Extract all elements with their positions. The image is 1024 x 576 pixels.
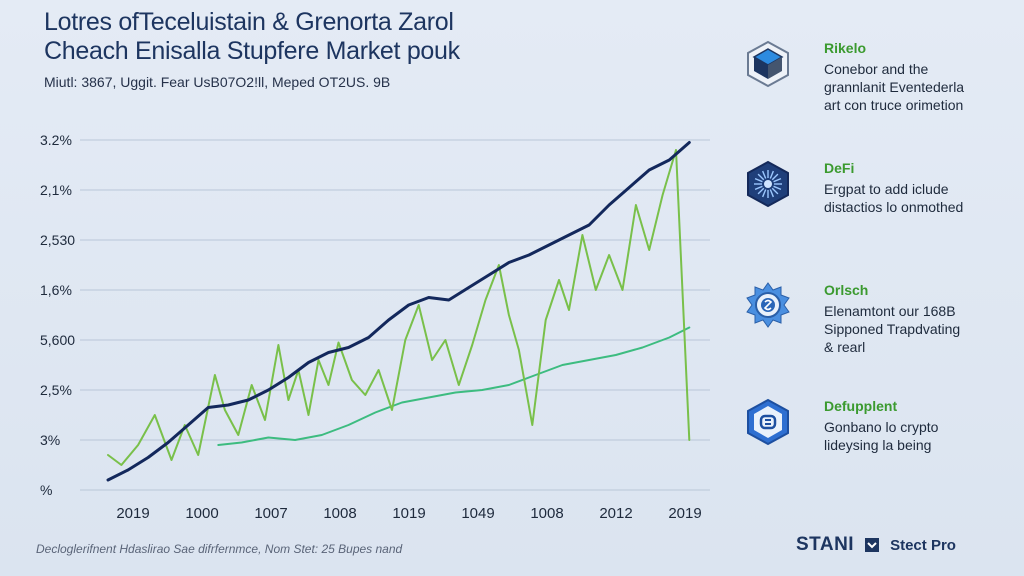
y-tick-label: 5,600 [40, 332, 75, 348]
y-tick-label: 3.2% [40, 132, 72, 148]
y-tick-label: % [40, 482, 52, 498]
chevron-down-icon [865, 538, 880, 552]
x-tick-label: 1008 [530, 505, 563, 522]
brand-pro-label: Stect Pro [890, 536, 956, 554]
legend-title: Defupplent [824, 398, 898, 414]
x-tick-label: 1007 [254, 505, 287, 522]
x-tick-label: 1000 [185, 505, 218, 522]
gear-circle-icon [746, 282, 790, 328]
x-tick-label: 2019 [668, 505, 701, 522]
brand-block: STANI Stect Pro [796, 534, 956, 556]
x-tick-label: 1049 [461, 505, 494, 522]
legend-item-defi: DeFi Ergpat to add iclude distactios lo … [744, 160, 1014, 240]
chart-title-line-1: Lotres ofTeceluistain & Grenorta Zarol [44, 8, 454, 36]
legend-item-defupplent: Defupplent Gonbano lo crypto lideysing l… [744, 398, 1014, 478]
legend-description: Ergpat to add iclude distactios lo onmot… [824, 181, 964, 215]
x-tick-label: 1019 [392, 505, 425, 522]
y-tick-label: 2,1% [40, 182, 72, 198]
legend-description: Elenamtont our 168B Sipponed Trapdvating… [824, 303, 961, 355]
y-tick-label: 2,5% [40, 382, 72, 398]
legend: Rikelo Conebor and the grannlanit Evente… [744, 40, 1014, 480]
legend-title: DeFi [824, 160, 855, 176]
shield-hexagon-icon [747, 398, 789, 446]
legend-item-orlsch: Orlsch Elenamtont our 168B Sipponed Trap… [744, 282, 1014, 362]
starburst-hexagon-icon [747, 160, 789, 208]
y-tick-label: 3% [40, 432, 60, 448]
legend-title: Rikelo [824, 40, 867, 56]
legend-item-rikelo: Rikelo Conebor and the grannlanit Evente… [744, 40, 1014, 120]
line-chart: 3.2% 2,1% 2,530 1,6% 5,600 2,5% 3%% 2019 1000 10… [40, 132, 710, 522]
x-tick-label: 2012 [599, 505, 632, 522]
title-block: Lotres ofTeceluistain & Grenorta Zarol C… [44, 8, 704, 90]
chart-subtitle: Miutl: 3867, Uggit. Fear UsB07O2!ll, Mep… [44, 74, 391, 90]
footer-note: Decloglerifnent Hdaslirao Sae difrfernmc… [36, 542, 403, 556]
series-line-green [107, 149, 691, 466]
legend-description: Conebor and the grannlanit Eventederla a… [824, 61, 965, 113]
cube-hexagon-icon [747, 40, 789, 88]
legend-title: Orlsch [824, 282, 869, 298]
series-line-dark [106, 141, 691, 482]
y-tick-label: 1,6% [40, 282, 72, 298]
series-line-teal [217, 326, 691, 446]
x-tick-label: 2019 [116, 505, 149, 522]
legend-description: Gonbano lo crypto lideysing la being [824, 419, 939, 453]
y-tick-label: 2,530 [40, 232, 75, 248]
brand-name: STANI [796, 534, 855, 555]
x-tick-label: 1008 [323, 505, 356, 522]
chart-title-line-2: Cheach Enisalla Stupfere Market pouk [44, 37, 460, 65]
